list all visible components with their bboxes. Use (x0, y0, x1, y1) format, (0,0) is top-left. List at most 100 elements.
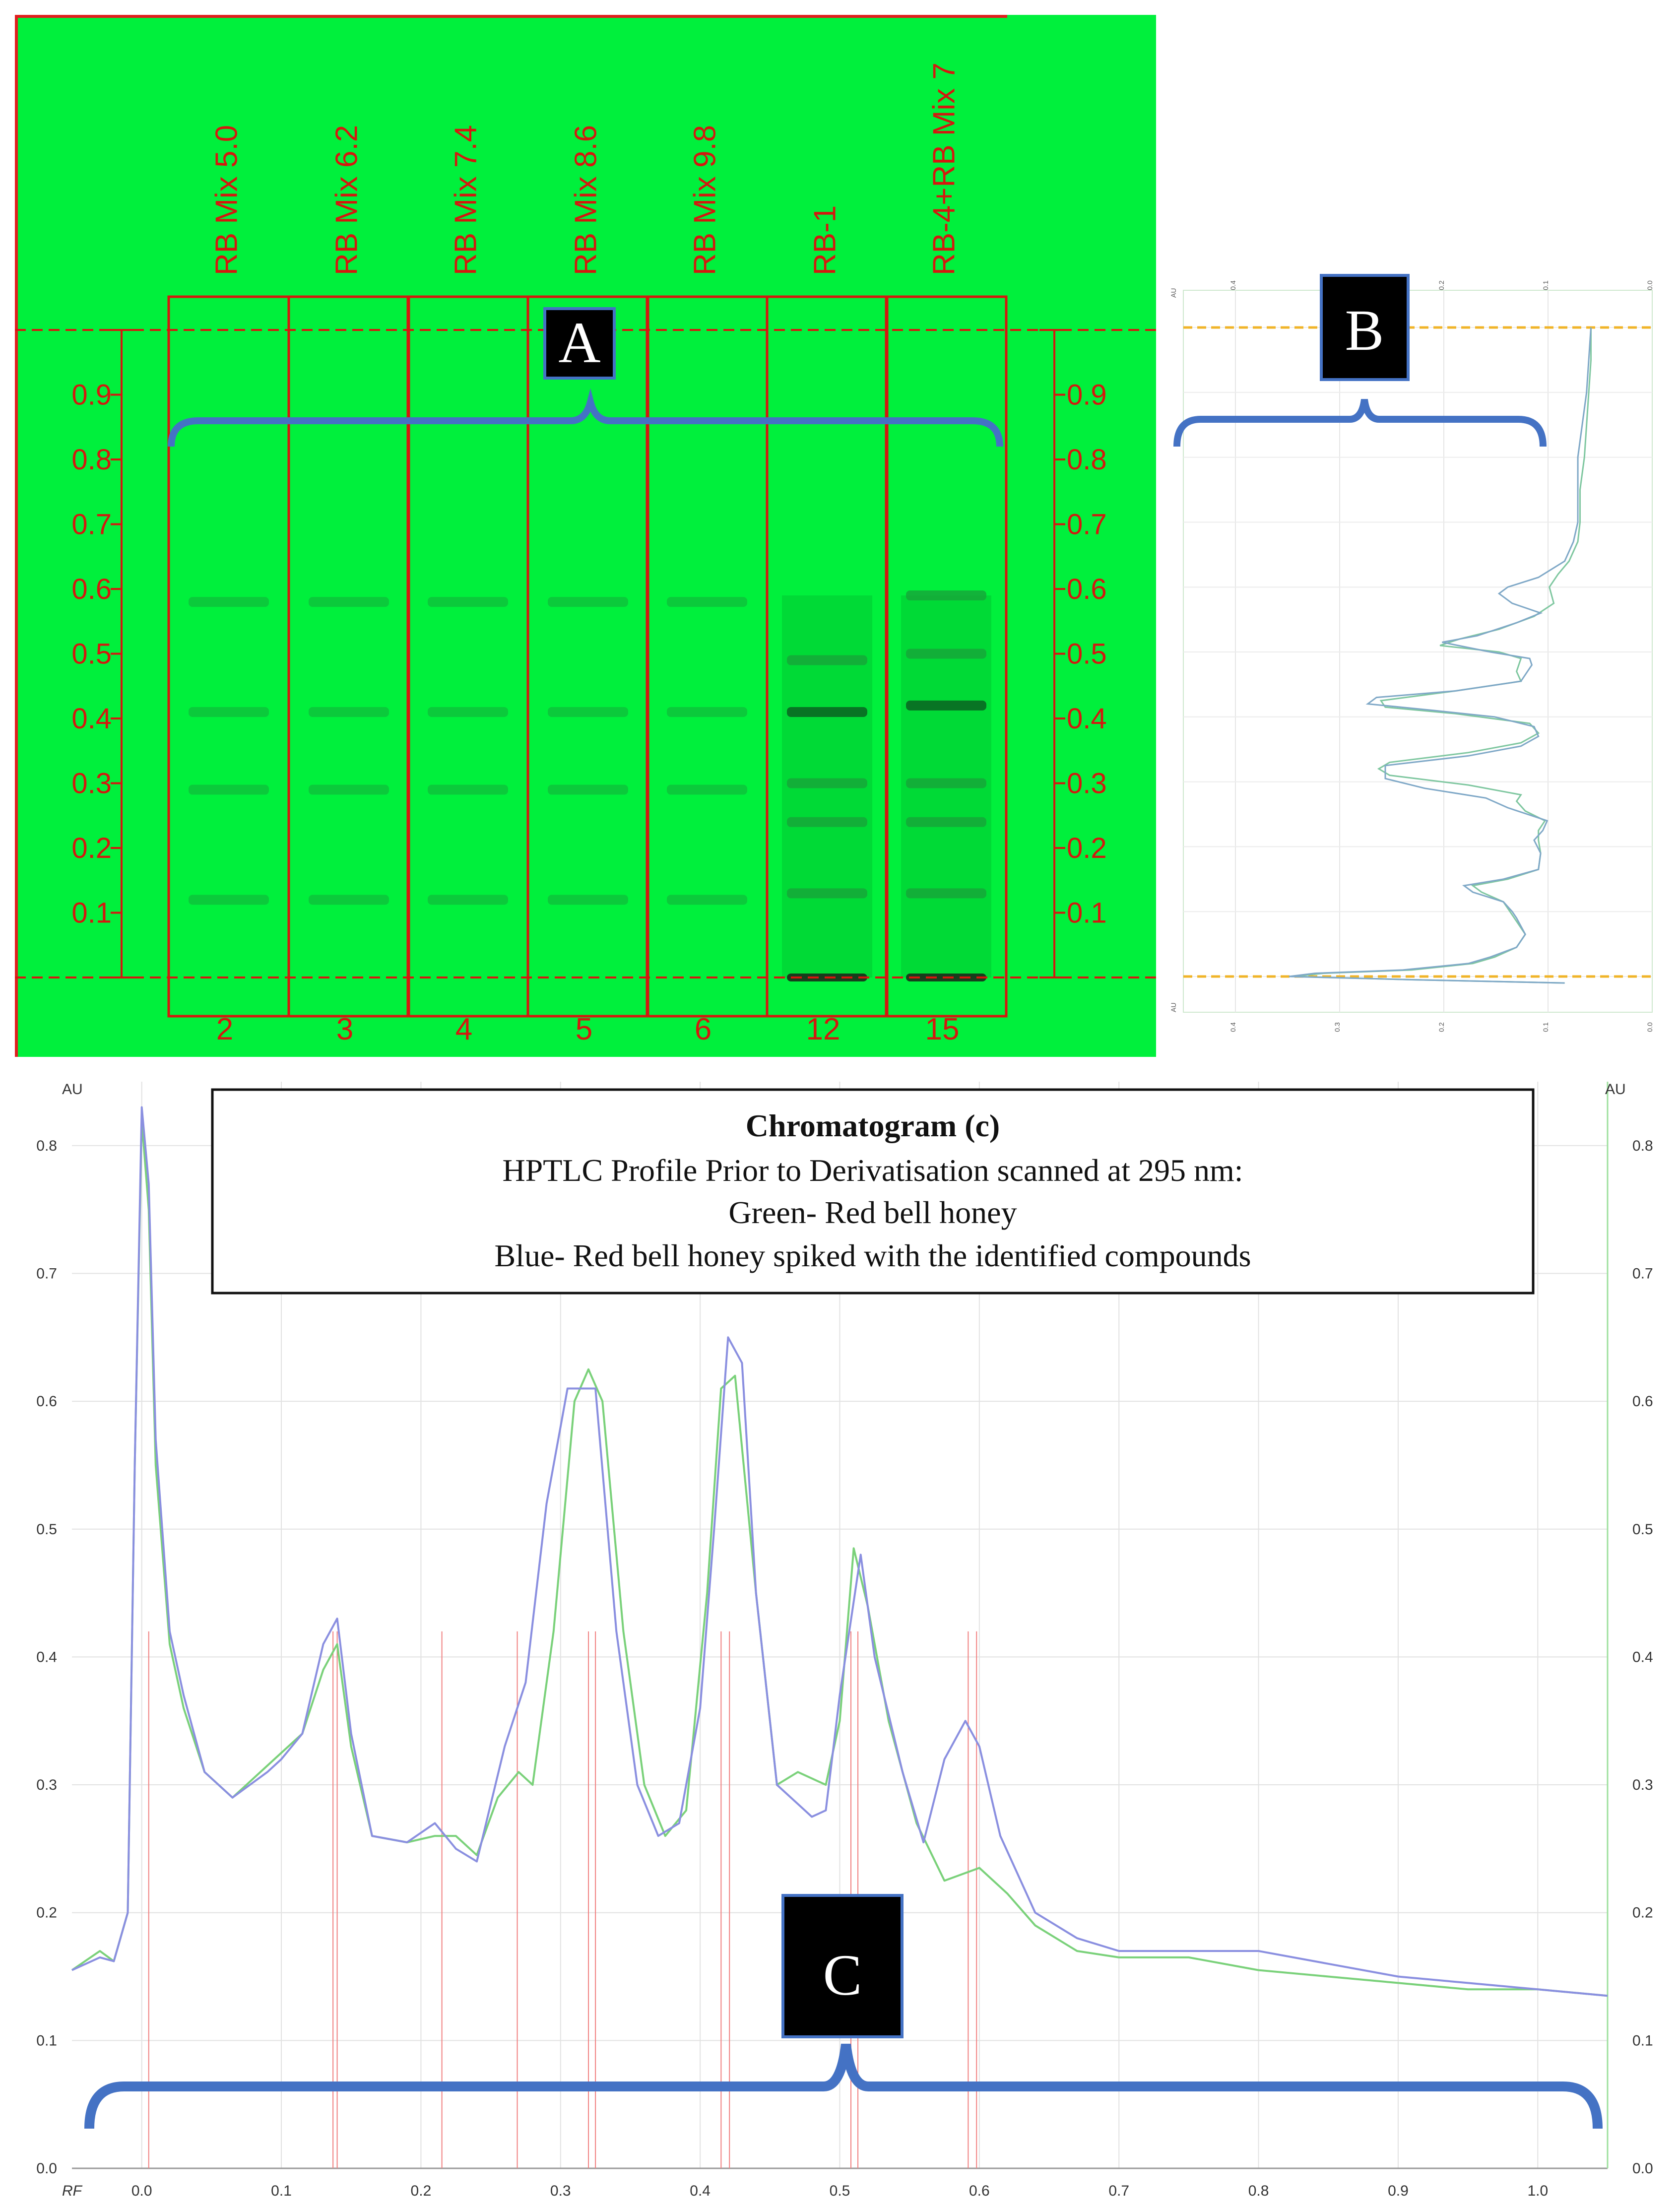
b-axis-tick: 0.1 (1542, 280, 1550, 290)
chart-series (71, 1106, 1608, 1997)
band (428, 895, 508, 905)
badge-a-label: A (558, 310, 600, 375)
b-axis-tick: 0.2 (1437, 1022, 1445, 1032)
b-axis-tick: 0.0 (1646, 1022, 1654, 1032)
y-tick-label: 0.1 (36, 2032, 57, 2049)
plate-red-edge-top (15, 15, 1007, 18)
rf-scale-right: 0.9 0.8 0.7 0.6 0.5 0.4 0.3 0.2 0.1 (1039, 329, 1107, 978)
band (309, 707, 389, 717)
lane-number: 6 (695, 1012, 711, 1046)
chart-subtitle: HPTLC Profile Prior to Derivatisation sc… (502, 1153, 1243, 1188)
band (548, 707, 628, 717)
x-tick-label: 0.4 (690, 2183, 711, 2199)
chart-axes: 0.0 0.1 0.2 0.3 0.4 0.5 0.6 0.7 0.8 0.9 1.0 0.0 0.0 0… (36, 1081, 1653, 2199)
b-trace-line (1293, 327, 1592, 984)
panel-b-trace (1289, 327, 1592, 984)
panel-b-bg (1171, 278, 1672, 1017)
rf-tick-label: 0.7 (1067, 509, 1107, 541)
band (548, 895, 628, 905)
x-tick-label: 0.3 (550, 2183, 571, 2199)
plate-bands (189, 590, 991, 981)
y2-tick-label: 0.4 (1632, 1649, 1653, 1665)
lane-label: RB Mix 6.2 (329, 125, 364, 275)
band (787, 817, 867, 827)
lane-label: RB Mix 7.4 (449, 125, 483, 275)
band (548, 597, 628, 607)
band (787, 655, 867, 665)
band (189, 597, 269, 607)
rf-tick-label: 0.4 (1067, 703, 1107, 735)
panel-c: 0.0 0.1 0.2 0.3 0.4 0.5 0.6 0.7 0.8 0.9 1.0 0.0 0.0 0… (36, 1081, 1653, 2199)
x-tick-label: 0.0 (131, 2183, 152, 2199)
band (309, 895, 389, 905)
lanes: RB Mix 5.0 2 RB Mix 6.2 3 RB Mix 7.4 4 RB Mix … (167, 63, 1008, 1046)
x-tick-label: 0.9 (1388, 2183, 1409, 2199)
y2-axis-label: AU (1605, 1081, 1626, 1098)
band (428, 597, 508, 607)
bracket-b (1173, 398, 1547, 447)
y-tick-label: 0.6 (36, 1393, 57, 1410)
y2-tick-label: 0.1 (1632, 2032, 1653, 2049)
rf-tick-label: 0.5 (1067, 638, 1107, 670)
band (428, 707, 508, 717)
badge-c-box (781, 1894, 904, 2038)
plate-red-edge-left (15, 15, 18, 1057)
lane-number: 2 (216, 1012, 233, 1046)
band (667, 597, 747, 607)
bracket-a (168, 388, 1003, 447)
panel-a: 0.9 0.8 0.7 0.6 0.5 0.4 0.3 0.2 0.1 0.9 0.8 0.7 0.6… (15, 15, 1156, 1057)
rf-tick-label: 0.1 (1067, 897, 1107, 929)
lane-label: RB-4+RB Mix 7 (927, 63, 961, 275)
y-tick-label: 0.2 (36, 1905, 57, 1921)
b-axis-tick: 0.4 (1229, 1022, 1237, 1032)
b-axis-tick: 0.3 (1333, 1022, 1341, 1032)
x-tick-label: 0.2 (411, 2183, 432, 2199)
band (906, 817, 986, 827)
band (906, 590, 986, 601)
rf-tick-label: 0.6 (1067, 573, 1107, 605)
y2-tick-label: 0.0 (1632, 2160, 1653, 2177)
band (189, 784, 269, 795)
series-blue-line (71, 1106, 1608, 1997)
band (667, 784, 747, 795)
band (189, 707, 269, 717)
rf-tick-label: 0.6 (71, 573, 112, 605)
chart-title-box (211, 1088, 1535, 1295)
legend-blue: Blue- Red bell honey spiked with the ide… (494, 1238, 1251, 1273)
b-axis-tick: 0.2 (1437, 280, 1445, 290)
lane-label: RB Mix 8.6 (569, 125, 603, 275)
rf-tick-label: 0.7 (71, 509, 112, 541)
band (787, 778, 867, 788)
lane-number: 12 (806, 1012, 840, 1046)
legend-green: Green- Red bell honey (728, 1195, 1017, 1230)
y-tick-label: 0.5 (36, 1521, 57, 1538)
badge-b-label: B (1345, 298, 1384, 363)
badge-b-box (1320, 274, 1410, 381)
band (906, 778, 986, 788)
rf-tick-label: 0.9 (1067, 379, 1107, 411)
y-axis-label: AU (62, 1081, 83, 1098)
lane-label: RB-1 (808, 205, 842, 275)
chart-title: Chromatogram (c) (746, 1108, 1000, 1143)
lane-label: RB Mix 9.8 (688, 125, 722, 275)
rf-tick-label: 0.2 (71, 832, 112, 864)
lane-number: 4 (455, 1012, 472, 1046)
y-tick-label: 0.8 (36, 1138, 57, 1154)
band (667, 707, 747, 717)
x-tick-label: 0.6 (969, 2183, 990, 2199)
b-frame (1183, 290, 1653, 1013)
y2-tick-label: 0.5 (1632, 1521, 1653, 1538)
rf-tick-label: 0.9 (71, 379, 112, 411)
y-tick-label: 0.3 (36, 1777, 57, 1793)
y2-tick-label: 0.3 (1632, 1777, 1653, 1793)
b-axis-tick: 0.0 (1646, 280, 1654, 290)
x-tick-label: 0.8 (1248, 2183, 1269, 2199)
rf-tick-label: 0.2 (1067, 832, 1107, 864)
band (667, 895, 747, 905)
band (309, 784, 389, 795)
rf-tick-label: 0.1 (71, 897, 112, 929)
lane-number: 3 (336, 1012, 353, 1046)
band (309, 597, 389, 607)
band (906, 700, 986, 711)
